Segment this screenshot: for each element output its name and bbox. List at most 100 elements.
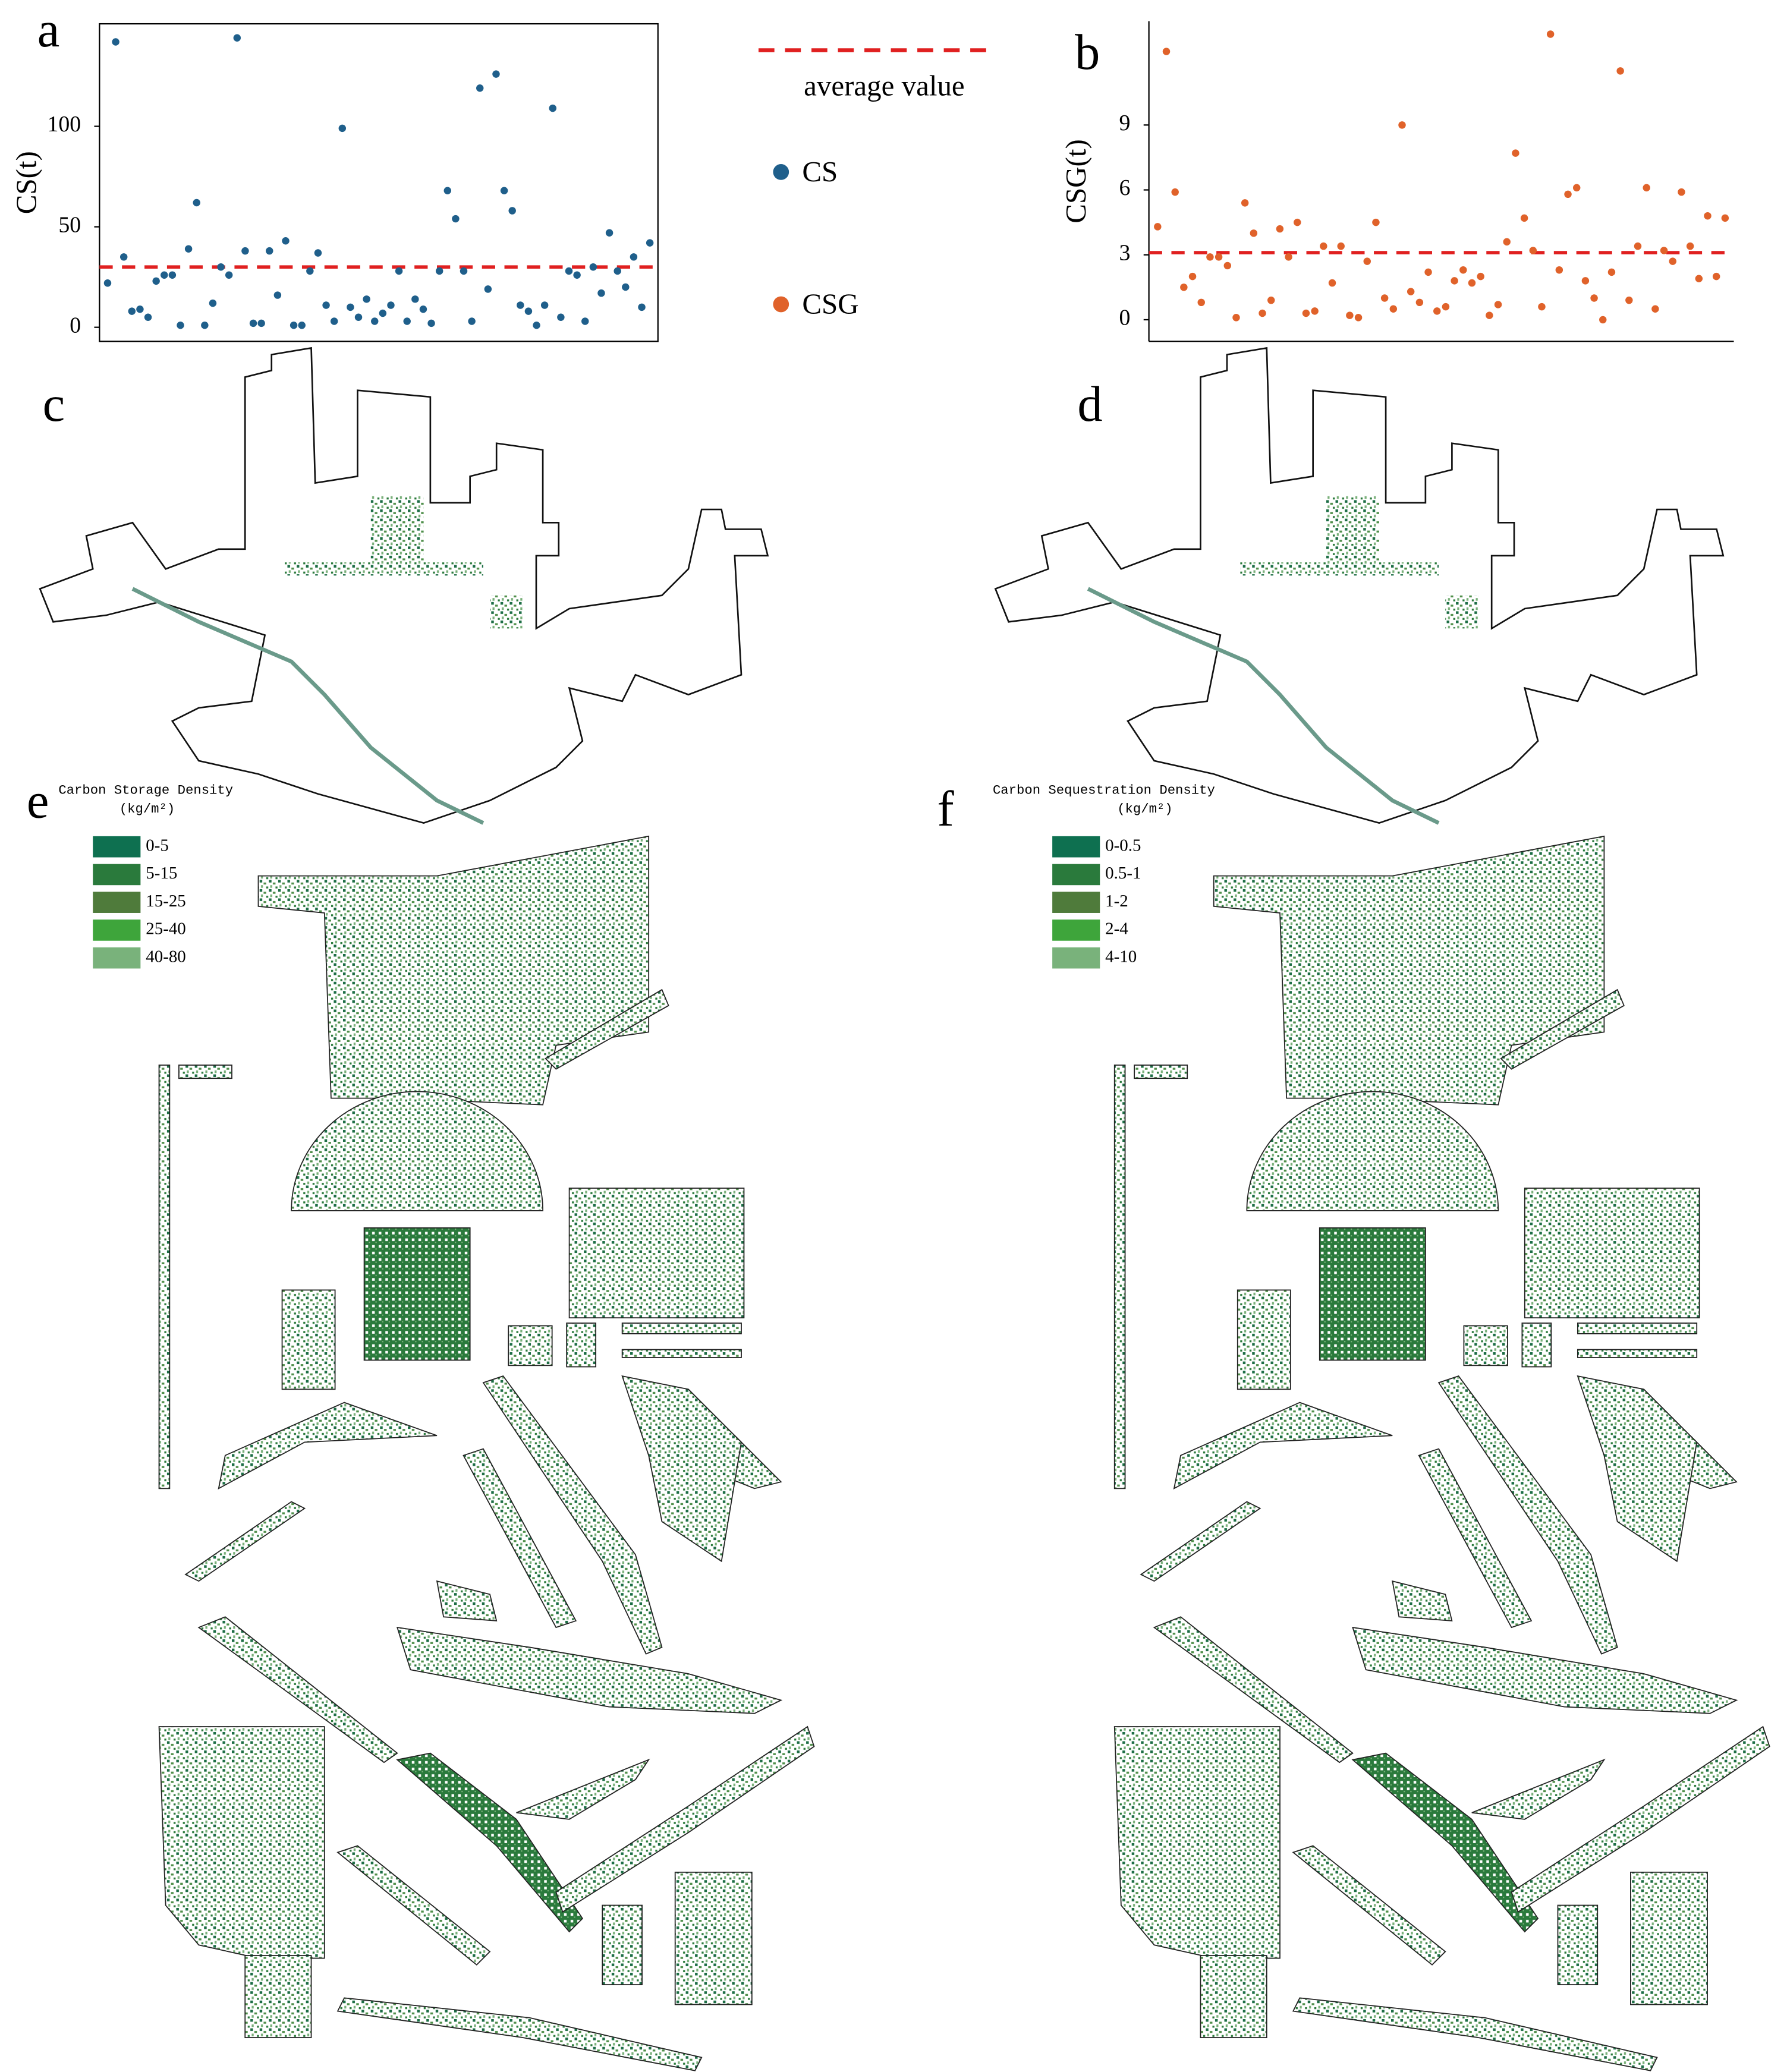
point [638,303,646,311]
point [443,187,452,194]
point [193,199,200,207]
y-tick-label: 0 [70,313,81,338]
panel-label: c [43,377,65,432]
point [306,267,314,275]
point [330,317,338,325]
map-legend-unit: (kg/m²) [1117,801,1172,817]
point [1188,272,1197,281]
point [298,322,306,329]
point [452,215,460,223]
point [1259,309,1266,317]
point [605,229,614,237]
y-tick-label: 3 [1119,240,1131,265]
legend-swatch [1052,864,1100,886]
point [581,317,589,325]
point [468,317,476,325]
legend-marker [773,164,789,180]
point [524,307,533,315]
point [1171,188,1179,196]
point [1154,223,1162,231]
legend-label: 5-15 [146,864,177,883]
y-tick-label: 9 [1119,111,1131,136]
point [1590,294,1598,302]
legend-swatch [93,836,141,858]
point [508,207,516,215]
point [573,271,581,279]
point [533,322,540,329]
map-d [995,348,1723,823]
point [184,245,193,253]
point [1424,268,1432,276]
point [371,317,379,325]
point [589,263,597,271]
point [1616,67,1624,75]
point [476,84,484,92]
legend-label: CSG [802,288,858,320]
point [347,303,354,311]
point [1660,247,1668,254]
point [1494,301,1502,308]
point [646,239,654,247]
y-axis-label: CSG(t) [1059,139,1092,223]
map-e [158,835,815,2071]
point [1643,184,1650,192]
point [1346,311,1354,319]
point [1581,277,1590,285]
point [1695,275,1703,282]
point [1363,257,1371,265]
point [112,38,119,46]
point [1520,214,1528,222]
point [1285,253,1292,261]
legend-swatch [1052,920,1100,941]
point [1380,294,1389,302]
point [484,285,492,293]
point [1486,311,1493,319]
legend-label: CS [802,155,838,188]
point [1451,277,1458,285]
point [395,267,403,275]
point [460,267,468,275]
point [565,267,573,275]
legend-label: 0-0.5 [1105,836,1141,855]
point [403,317,411,325]
map-c [40,348,767,823]
point [1704,212,1712,220]
point [1294,218,1301,226]
point [500,187,508,194]
point [201,322,209,329]
y-tick-label: 0 [1119,306,1131,330]
point [1267,296,1275,304]
point [1215,253,1223,261]
point [387,301,395,309]
legend-label: 0.5-1 [1105,864,1141,883]
panel-label: e [27,774,49,829]
legend-label: 15-25 [146,892,185,911]
point [1564,190,1572,199]
legend-swatch [1052,947,1100,969]
point [1459,266,1467,274]
point [1162,48,1171,55]
legend-swatch [93,864,141,886]
point [549,104,557,112]
point [1337,242,1345,250]
y-tick-label: 100 [47,112,81,137]
point [282,237,290,245]
point [517,301,524,309]
point [338,124,347,133]
point [1180,284,1188,291]
point [168,271,177,279]
point [241,247,249,255]
legend-label: 4-10 [1105,947,1137,966]
point [1546,30,1555,38]
map-legend-title: Carbon Sequestration Density [993,783,1215,798]
point [1607,268,1616,276]
legend-label: 1-2 [1105,892,1128,911]
point [1223,262,1232,270]
legend-label: 0-5 [146,836,169,855]
legend-marker [773,296,789,313]
point [1721,214,1729,222]
point [1398,121,1406,129]
point [128,307,136,315]
point [161,271,168,279]
point [225,271,233,279]
